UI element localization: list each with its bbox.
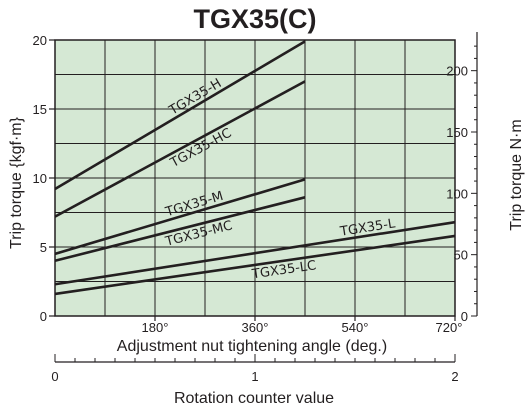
right-y-axis: 0 50 100 150 200 (446, 32, 478, 324)
grid-lines (55, 40, 455, 316)
x-tick-label: 180° (142, 320, 169, 335)
series-line-tgx35-h (54, 40, 306, 191)
right-tick-label: 200 (446, 64, 468, 79)
x-tick-label: 360° (242, 320, 269, 335)
left-tick-label: 0 (40, 309, 47, 324)
rotation-tick-label: 2 (451, 369, 458, 384)
x2-axis-label: Rotation counter value (174, 390, 334, 407)
right-tick-label: 0 (461, 309, 468, 324)
x-tick-label: 540° (342, 320, 369, 335)
x-tick-label: 720° (436, 320, 463, 335)
right-y-axis-label: Trip torque N·m (508, 119, 525, 230)
series-line-tgx35-m (54, 178, 306, 256)
rotation-counter-axis: 0 1 2 (51, 354, 459, 384)
x-axis-label: Adjustment nut tightening angle (deg.) (117, 338, 387, 355)
x-axis: 180° 360° 540° 720° (142, 316, 463, 335)
chart-title: TGX35(C) (193, 4, 316, 34)
left-y-axis: 0 5 10 15 20 (33, 33, 55, 324)
series-lines (54, 40, 456, 296)
left-tick-label: 5 (40, 240, 47, 255)
left-tick-label: 20 (33, 33, 47, 48)
series-line-tgx35-mc (54, 196, 306, 263)
left-y-axis-label: Trip torque {kgf·m} (8, 116, 25, 249)
series-line-tgx35-lc (54, 234, 456, 296)
left-tick-label: 10 (33, 171, 47, 186)
rotation-tick-label: 0 (51, 369, 58, 384)
series-line-tgx35-l (54, 220, 456, 286)
series-line-tgx35-hc (54, 80, 306, 218)
left-tick-label: 15 (33, 102, 47, 117)
right-tick-label: 100 (446, 186, 468, 201)
right-tick-label: 50 (454, 248, 468, 263)
rotation-tick-label: 1 (251, 369, 258, 384)
right-tick-label: 150 (446, 125, 468, 140)
